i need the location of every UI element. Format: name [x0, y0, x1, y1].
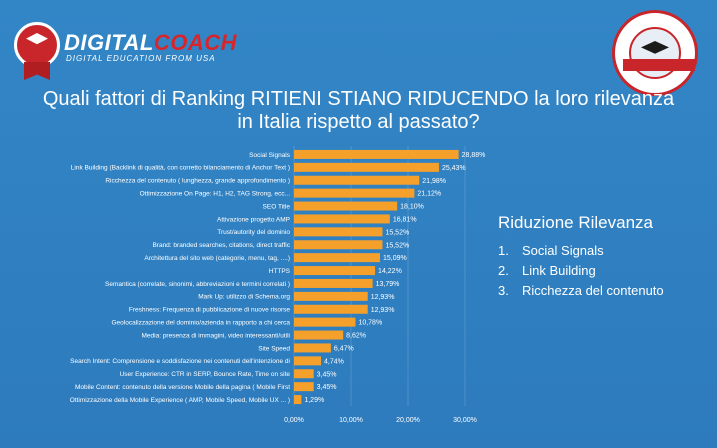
bar — [294, 240, 383, 250]
x-tick-label: 20,00% — [396, 417, 420, 424]
category-label: Ricchezza del contenuto ( lunghezza, gra… — [105, 178, 290, 185]
logo-badge-icon — [14, 22, 60, 68]
graduation-cap-icon — [641, 41, 669, 54]
category-label: Architettura del sito web (categorie, me… — [144, 255, 290, 262]
bar — [294, 253, 381, 263]
seal-band — [623, 59, 695, 71]
category-label: Geolocalizzazione del dominio/azienda in… — [112, 319, 291, 326]
bar — [294, 188, 415, 198]
brand-logo: DIGITALCOACH — [64, 30, 237, 56]
category-label: HTTPS — [269, 268, 291, 275]
summary-item-label: Ricchezza del contenuto — [522, 283, 664, 298]
value-label: 8,62% — [346, 333, 366, 340]
category-label: Mobile Content: contenuto della versione… — [75, 384, 290, 391]
value-label: 14,22% — [378, 268, 402, 275]
category-label: Freshness: Frequenza di pubblicazione di… — [129, 307, 291, 314]
category-label: Ottimizzazione On Page: H1, H2, TAG Stro… — [140, 190, 291, 197]
category-label: Attivazione progetto AMP — [217, 216, 290, 223]
logo-main-text: DIGITAL — [64, 30, 154, 55]
logo-ribbon-icon — [24, 62, 50, 80]
bar — [294, 317, 356, 327]
category-label: Media: presenza di immagini, video inter… — [142, 332, 291, 339]
value-label: 15,52% — [385, 229, 409, 236]
summary-item-label: Link Building — [522, 263, 596, 278]
logo-tagline: DIGITAL EDUCATION FROM USA — [66, 54, 216, 63]
value-label: 15,52% — [385, 242, 409, 249]
category-label: Site Speed — [258, 345, 290, 352]
bar — [294, 356, 322, 366]
summary-item-number: 1. — [498, 243, 509, 258]
bar — [294, 304, 368, 314]
value-label: 3,45% — [317, 384, 337, 391]
summary-box: Riduzione Rilevanza 1. Social Signals 2. L… — [498, 213, 664, 301]
bar — [294, 395, 302, 405]
certified-seal-icon — [612, 10, 698, 96]
bar — [294, 266, 376, 276]
value-label: 21,12% — [417, 191, 441, 198]
value-label: 12,93% — [371, 294, 395, 301]
summary-item-number: 2. — [498, 263, 509, 278]
category-label: Ottimizzazione della Mobile Experience (… — [70, 397, 290, 404]
category-label: Brand: branded searches, citations, dire… — [152, 242, 290, 249]
bar — [294, 162, 439, 172]
category-label: SEO Title — [263, 203, 291, 210]
value-label: 10,78% — [358, 320, 382, 327]
value-label: 6,47% — [334, 345, 354, 352]
title-line-2: in Italia rispetto al passato? — [237, 111, 480, 133]
value-label: 18,10% — [400, 204, 424, 211]
x-tick-label: 30,00% — [453, 417, 477, 424]
bar — [294, 382, 314, 392]
category-label: Mark Up: utilizzo di Schema.org — [198, 294, 290, 301]
x-tick-label: 0,00% — [284, 417, 304, 424]
category-label: User Experience: CTR in SERP, Bounce Rat… — [120, 371, 291, 378]
logo-accent-text: COACH — [153, 30, 238, 55]
value-label: 28,88% — [462, 152, 486, 159]
summary-item-3: 3. Ricchezza del contenuto — [498, 281, 664, 301]
summary-item-2: 2. Link Building — [498, 261, 664, 281]
bar — [294, 291, 368, 301]
summary-item-1: 1. Social Signals — [498, 241, 664, 261]
bar — [294, 343, 331, 353]
category-label: Link Building (Backlink di qualità, con … — [71, 165, 290, 172]
title-line-1: Quali fattori di Ranking RITIENI STIANO … — [42, 88, 675, 110]
bar — [294, 201, 398, 211]
value-label: 16,81% — [393, 216, 417, 223]
summary-item-number: 3. — [498, 283, 509, 298]
slide-title: Quali fattori di Ranking RITIENI STIANO … — [0, 88, 717, 134]
value-label: 1,29% — [304, 397, 324, 404]
value-label: 21,98% — [422, 178, 446, 185]
value-label: 3,45% — [317, 371, 337, 378]
value-label: 4,74% — [324, 358, 344, 365]
category-label: Social Signals — [249, 152, 291, 159]
summary-item-label: Social Signals — [522, 243, 604, 258]
bar — [294, 149, 459, 159]
bar — [294, 369, 314, 379]
category-label: Trust/autority del dominio — [217, 229, 290, 236]
category-label: Semantica (correlate, sinonimi, abbrevia… — [105, 281, 290, 288]
category-label: Search Intent: Comprensione e soddisfazi… — [70, 358, 290, 365]
bar — [294, 175, 420, 185]
summary-title: Riduzione Rilevanza — [498, 213, 653, 232]
x-tick-label: 10,00% — [339, 417, 363, 424]
value-label: 12,93% — [371, 307, 395, 314]
bar — [294, 278, 373, 288]
bar — [294, 214, 390, 224]
value-label: 25,43% — [442, 165, 466, 172]
bar — [294, 227, 383, 237]
seal-inner-ring — [623, 27, 695, 79]
bar — [294, 330, 344, 340]
value-label: 15,09% — [383, 255, 407, 262]
value-label: 13,79% — [376, 281, 400, 288]
